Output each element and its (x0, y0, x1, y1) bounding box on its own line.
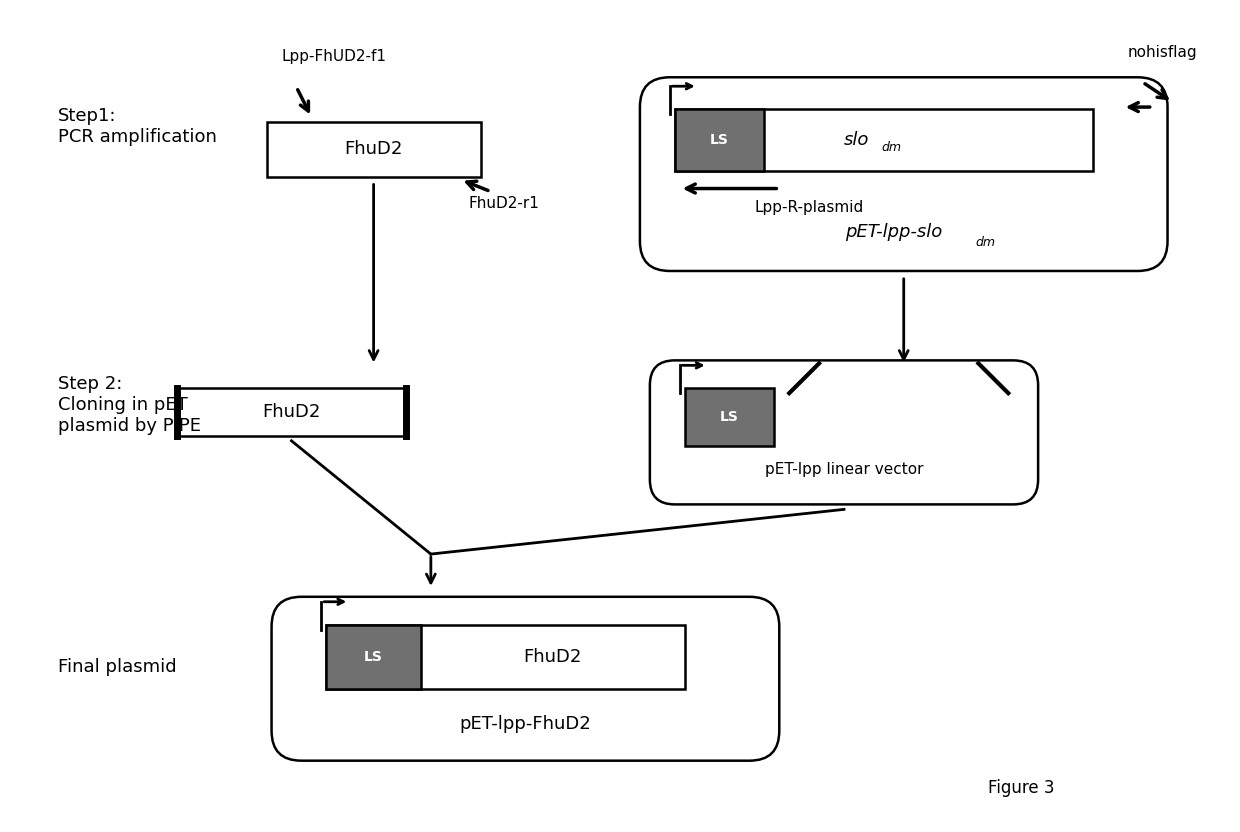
Bar (267, 122, 481, 176)
Text: dm: dm (882, 141, 901, 154)
Text: nohisflag: nohisflag (1127, 46, 1198, 61)
Text: Step1:
PCR amplification: Step1: PCR amplification (57, 107, 217, 146)
Text: Figure 3: Figure 3 (988, 780, 1055, 797)
Text: FhuD2-r1: FhuD2-r1 (469, 196, 539, 211)
Bar (675, 109, 764, 171)
Bar (326, 625, 420, 689)
Bar (177, 389, 405, 436)
Text: FhuD2: FhuD2 (523, 648, 582, 666)
Text: Step 2:
Cloning in pET
plasmid by PIPE: Step 2: Cloning in pET plasmid by PIPE (57, 375, 201, 435)
Bar (326, 625, 684, 689)
Text: FhuD2: FhuD2 (263, 403, 321, 421)
Text: slo: slo (844, 131, 869, 149)
Text: pET-lpp linear vector: pET-lpp linear vector (765, 462, 924, 477)
Text: Final plasmid: Final plasmid (57, 658, 176, 676)
FancyBboxPatch shape (640, 77, 1168, 271)
Text: dm: dm (976, 236, 996, 249)
Text: pET-lpp-slo: pET-lpp-slo (846, 223, 942, 241)
Text: Lpp-R-plasmid: Lpp-R-plasmid (754, 201, 863, 215)
Text: LS: LS (720, 410, 739, 424)
Text: pET-lpp-FhuD2: pET-lpp-FhuD2 (460, 715, 591, 733)
Text: FhuD2: FhuD2 (345, 141, 403, 158)
Bar (684, 389, 774, 446)
Text: LS: LS (711, 133, 729, 147)
Bar (675, 109, 1092, 171)
FancyBboxPatch shape (650, 360, 1038, 504)
FancyBboxPatch shape (272, 597, 779, 760)
Text: Lpp-FhUD2-f1: Lpp-FhUD2-f1 (281, 49, 387, 64)
Text: LS: LS (365, 650, 383, 664)
